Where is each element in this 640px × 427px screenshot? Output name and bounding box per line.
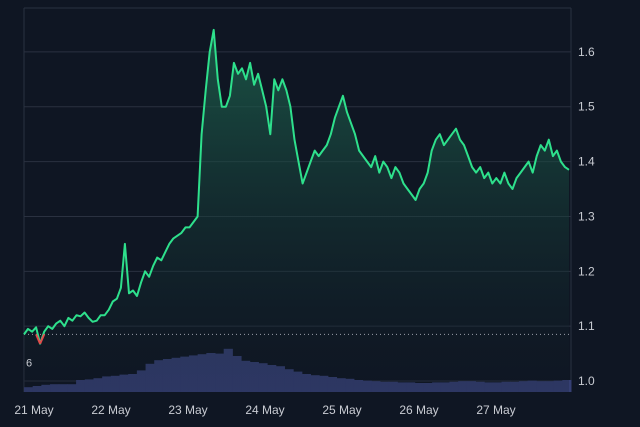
x-axis: 21 May 22 May 23 May 24 May 25 May 26 May 27 M… bbox=[14, 403, 515, 417]
y-tick-label: 1.2 bbox=[578, 264, 595, 278]
y-tick-label: 1.0 bbox=[578, 374, 595, 388]
y-tick-label: 1.1 bbox=[578, 319, 595, 333]
x-tick-label: 22 May bbox=[91, 403, 130, 417]
price-drop-segment bbox=[39, 333, 46, 345]
price-area-fill bbox=[24, 29, 569, 393]
price-drop-segment bbox=[35, 334, 42, 345]
x-tick-label: 21 May bbox=[14, 403, 53, 417]
price-line-path bbox=[23, 28, 570, 345]
x-tick-label: 25 May bbox=[322, 403, 361, 417]
y-tick-label: 1.3 bbox=[578, 209, 595, 223]
y-axis: 1.6 1.5 1.4 1.3 1.2 1.1 1.0 bbox=[578, 45, 595, 388]
baseline: 6 bbox=[24, 333, 571, 369]
y-tick-label: 1.6 bbox=[578, 45, 595, 59]
price-line bbox=[23, 28, 570, 345]
x-tick-label: 24 May bbox=[245, 403, 284, 417]
price-area bbox=[24, 29, 569, 393]
baseline-label: 6 bbox=[26, 357, 32, 369]
x-tick-label: 26 May bbox=[399, 403, 438, 417]
x-tick-label: 27 May bbox=[476, 403, 515, 417]
y-tick-label: 1.4 bbox=[578, 155, 595, 169]
y-tick-label: 1.5 bbox=[578, 100, 595, 114]
x-tick-label: 23 May bbox=[168, 403, 207, 417]
